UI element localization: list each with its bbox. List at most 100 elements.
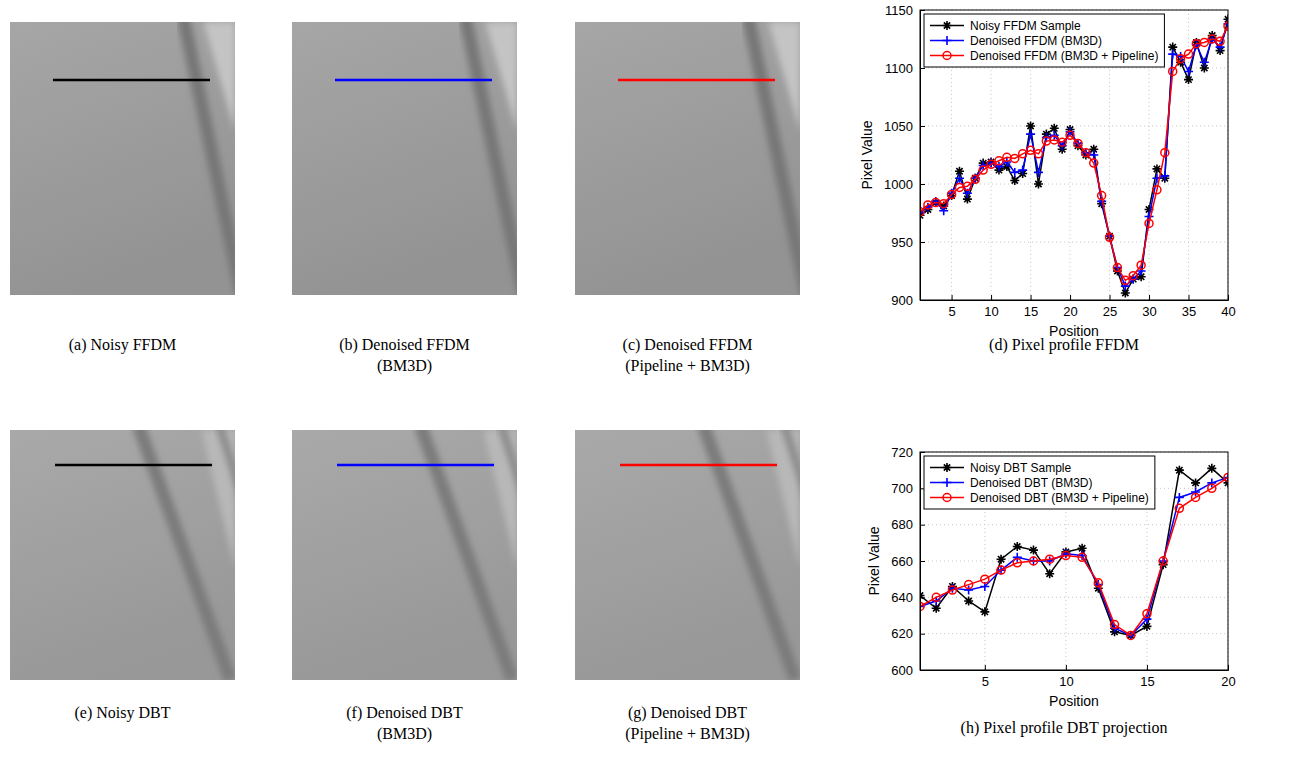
plot-area: [920, 10, 1228, 300]
caption-line: (e) Noisy DBT: [75, 704, 171, 722]
image-panel: [10, 22, 235, 295]
legend-label: Denoised FFDM (BM3D): [970, 34, 1102, 48]
marker-circle: [1003, 153, 1011, 161]
marker-asterisk: [1191, 478, 1200, 487]
marker-circle: [1058, 138, 1066, 146]
tick-mark: [920, 525, 925, 526]
marker-circle: [1159, 557, 1167, 565]
tick-label: 680: [891, 517, 913, 532]
marker-circle: [987, 160, 995, 168]
data-layer: [920, 15, 1228, 298]
marker-plus: [955, 174, 964, 183]
marker-circle: [1208, 35, 1216, 43]
marker-plus: [931, 197, 940, 206]
profile-line: [618, 79, 775, 82]
image-panel: [575, 430, 800, 680]
grid: [920, 10, 1228, 300]
legend-label: Denoised DBT (BM3D): [970, 476, 1092, 490]
tick-mark: [920, 634, 925, 635]
tick-mark: [1149, 295, 1150, 300]
x-axis: 510152025303540: [921, 295, 1236, 319]
legend-entry: Noisy DBT Sample: [930, 461, 1071, 475]
marker-circle: [1200, 38, 1208, 46]
tick-label: 10: [984, 304, 998, 319]
marker-circle: [979, 166, 987, 174]
tick-label: 700: [891, 481, 913, 496]
marker-circle: [1192, 493, 1200, 501]
marker-circle: [1029, 557, 1037, 565]
image-background: [575, 430, 800, 680]
plot-frame: [920, 452, 1228, 670]
tick-label: 1150: [885, 3, 913, 18]
tick: 5: [948, 295, 955, 319]
tick-label: 5: [948, 304, 955, 319]
marker-circle: [1011, 154, 1019, 162]
tick-label: 620: [891, 626, 913, 641]
marker-circle: [965, 581, 973, 589]
tick: 1100: [885, 61, 925, 76]
grid-line-y: [920, 633, 1228, 634]
image-band: [183, 22, 235, 295]
legend-marker: [943, 21, 952, 30]
marker-circle: [1074, 139, 1082, 147]
marker-plus: [1168, 50, 1177, 59]
y-axis: 9009501000105011001150: [884, 3, 925, 308]
marker-circle: [924, 201, 932, 209]
legend: Noisy FFDM SampleDenoised FFDM (BM3D)Den…: [924, 14, 1164, 67]
chart-caption: (h) Pixel profile DBT projection: [961, 719, 1168, 737]
chart: 5101520600620640660680700720PositionPixe…: [866, 445, 1235, 737]
grid-line-y: [920, 68, 1228, 69]
tick-mark: [1066, 665, 1067, 670]
marker-circle: [981, 575, 989, 583]
caption-line: (Pipeline + BM3D): [625, 725, 750, 743]
tick-label: 40: [1221, 304, 1235, 319]
x-axis: 5101520: [921, 665, 1236, 689]
marker-circle: [1019, 150, 1027, 158]
plot-area: [920, 452, 1228, 670]
image-band: [465, 22, 517, 295]
marker-plus: [1160, 171, 1169, 180]
grid: [920, 452, 1228, 670]
legend-label: Denoised DBT (BM3D + Pipeline): [970, 491, 1149, 505]
tick: 30: [1142, 295, 1156, 319]
image-panel: [292, 430, 517, 680]
marker-asterisk: [997, 555, 1006, 564]
marker-circle: [1106, 233, 1114, 241]
tick-label: 720: [891, 445, 913, 460]
marker-circle: [997, 566, 1005, 574]
marker-plus: [1010, 168, 1019, 177]
tick: 15: [1140, 665, 1154, 689]
image-band: [784, 430, 800, 580]
marker-asterisk: [1026, 122, 1035, 131]
tick-mark: [1147, 665, 1148, 670]
tick-label: 600: [891, 663, 913, 678]
image-band: [420, 430, 512, 680]
marker-plus: [987, 159, 996, 168]
tick-label: 20: [1221, 674, 1235, 689]
marker-circle: [1111, 621, 1119, 629]
caption-line: (Pipeline + BM3D): [625, 357, 750, 375]
tick-label: 1100: [885, 61, 913, 76]
legend-marker: [943, 36, 952, 45]
marker-circle: [1121, 276, 1129, 284]
image-background: [575, 22, 800, 295]
marker-asterisk: [1029, 546, 1038, 555]
grid-line-y: [920, 184, 1228, 185]
figure: (a) Noisy FFDM(b) Denoised FFDM(BM3D)(c)…: [0, 0, 1303, 773]
legend-marker: [943, 478, 952, 487]
panel-caption: (g) Denoised DBT(Pipeline + BM3D): [625, 704, 750, 743]
legend-entry: Denoised DBT (BM3D + Pipeline): [930, 491, 1149, 505]
marker-circle: [955, 183, 963, 191]
marker-circle: [1208, 484, 1216, 492]
tick-mark: [920, 184, 925, 185]
tick-label: 950: [891, 235, 913, 250]
tick: 10: [1059, 665, 1073, 689]
tick-mark: [920, 242, 925, 243]
caption-line: (f) Denoised DBT: [346, 704, 463, 722]
tick-mark: [920, 126, 925, 127]
image-background: [292, 430, 517, 680]
marker-circle: [1113, 264, 1121, 272]
panel-caption: (b) Denoised FFDM(BM3D): [339, 336, 470, 375]
tick-label: 25: [1103, 304, 1117, 319]
caption-line: (a) Noisy FFDM: [69, 336, 177, 354]
